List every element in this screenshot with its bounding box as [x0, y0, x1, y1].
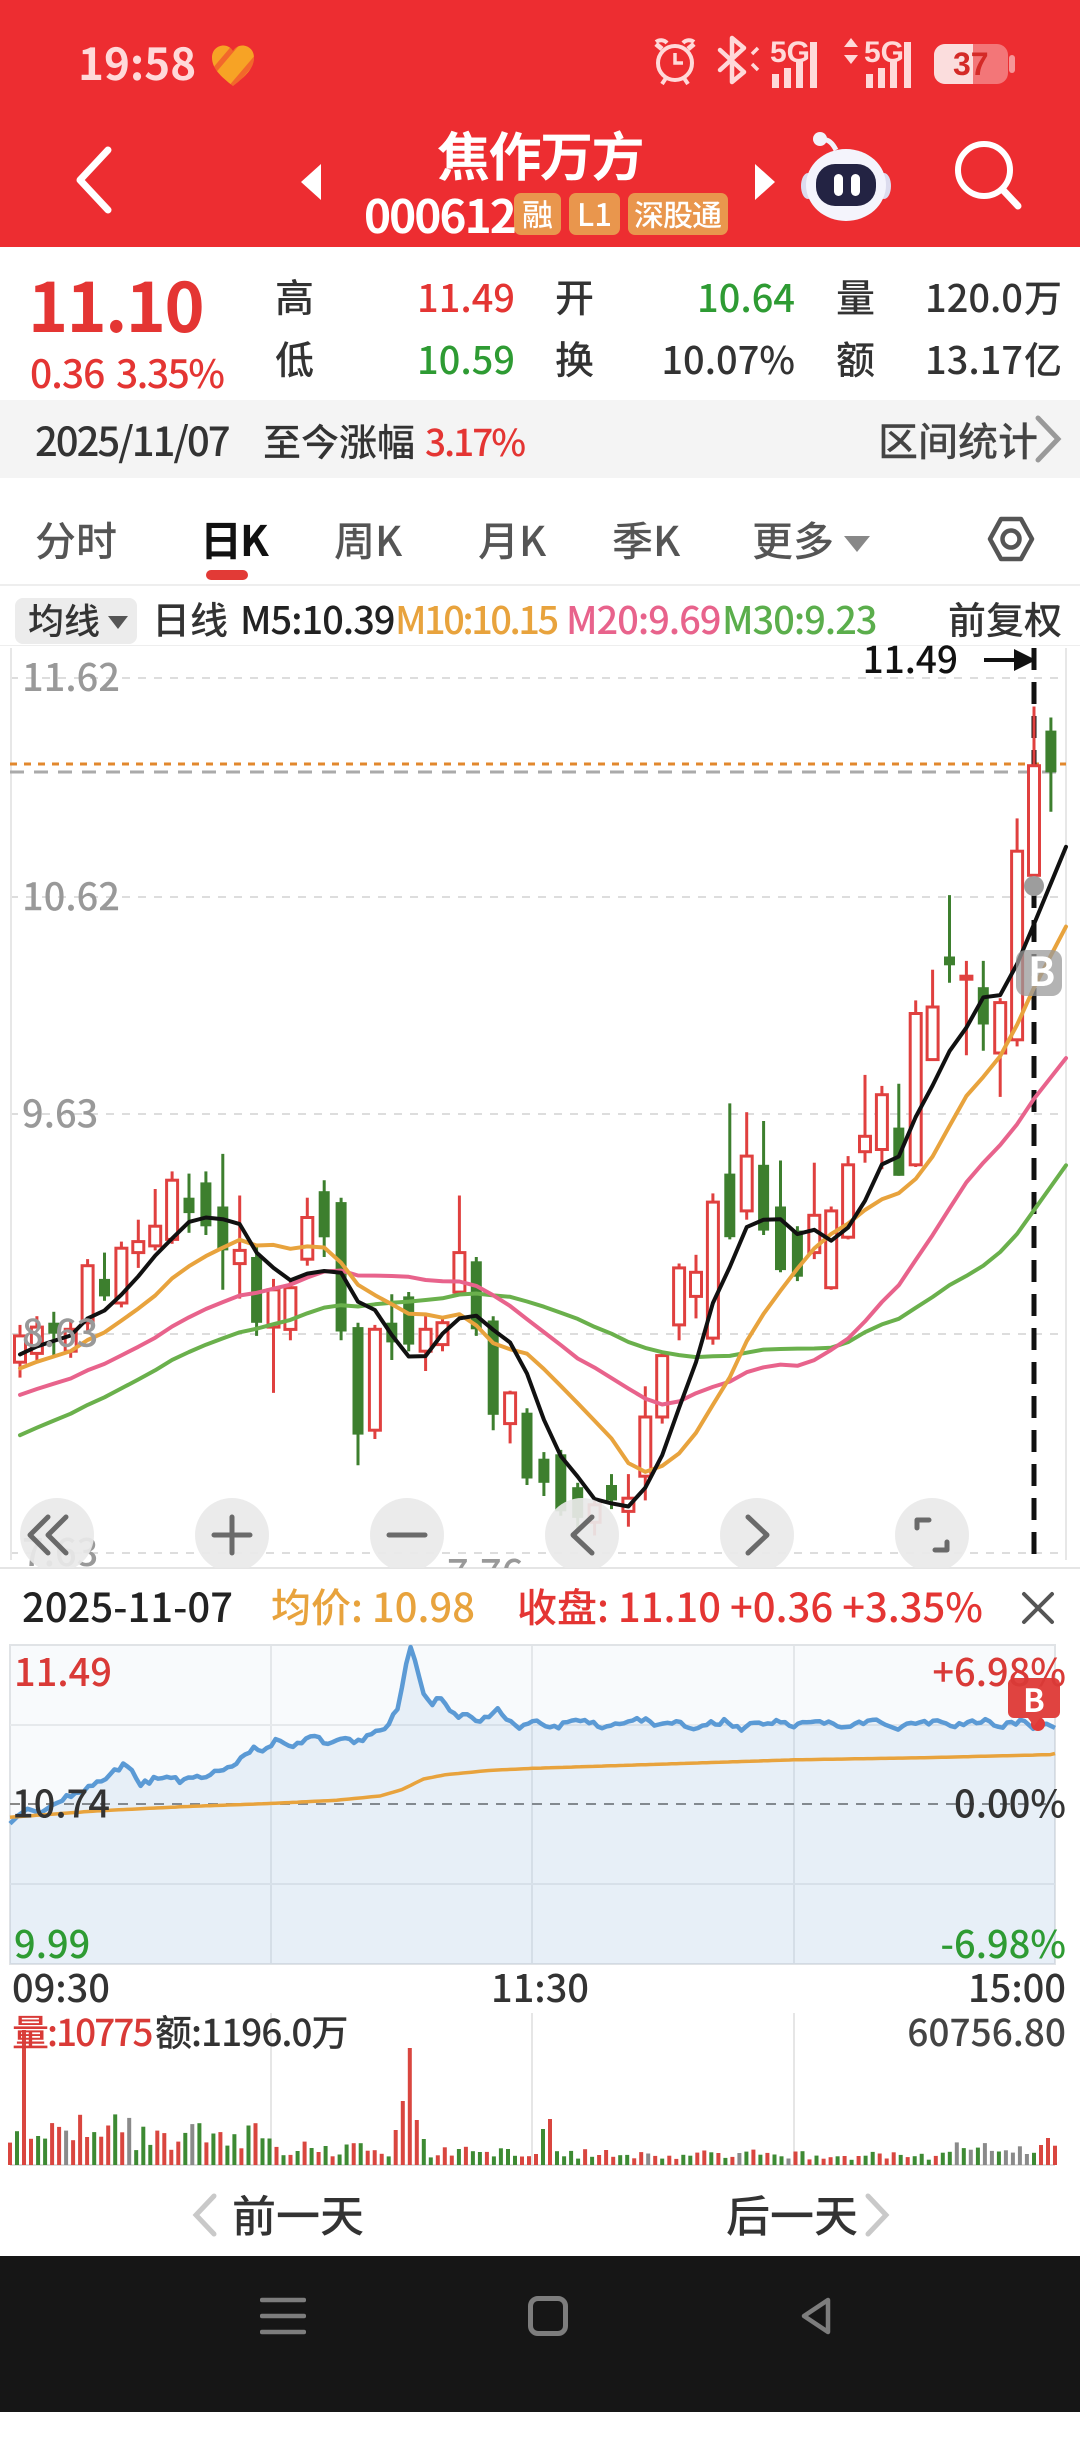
- svg-text:5G: 5G: [770, 36, 810, 69]
- svg-text:5G: 5G: [864, 36, 904, 69]
- svg-text:37: 37: [953, 46, 989, 82]
